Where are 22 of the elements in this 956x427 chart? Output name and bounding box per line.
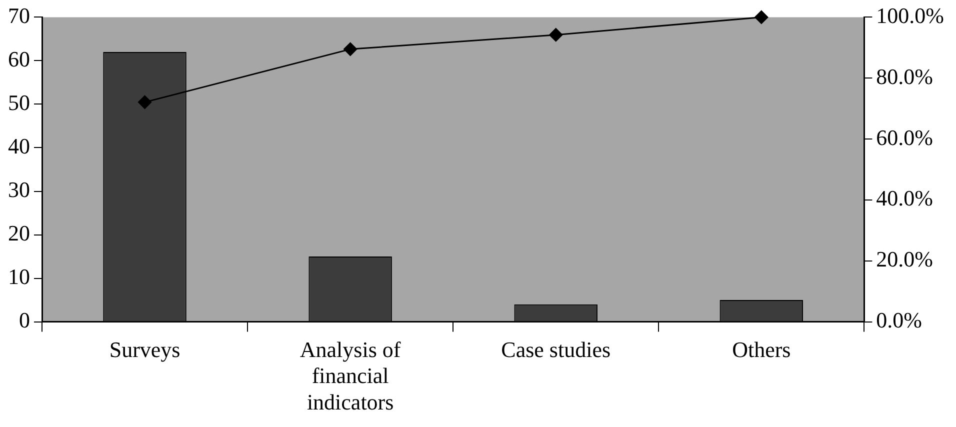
point — [549, 28, 563, 42]
y2-tick-label: 60.0% — [876, 124, 933, 150]
point — [138, 95, 152, 109]
point — [754, 10, 768, 24]
x-tick-label: Analysis of financial indicators — [300, 336, 402, 415]
y-tick-label: 60 — [8, 46, 30, 72]
x-tick-label: Others — [732, 336, 791, 362]
y-tick-label: 50 — [8, 90, 30, 116]
y-tick-label: 10 — [8, 264, 30, 290]
y-tick-label: 0 — [19, 308, 30, 333]
x-tick-label: Surveys — [109, 336, 180, 362]
y-tick-label: 70 — [8, 2, 30, 28]
y-tick-label: 30 — [8, 177, 30, 202]
y2-tick-label: 20.0% — [876, 246, 933, 272]
y2-tick-label: 0.0% — [876, 308, 922, 333]
y-tick-label: 40 — [8, 134, 30, 159]
x-tick-label: Case studies — [501, 336, 611, 362]
y2-tick-label: 100.0% — [876, 2, 944, 28]
y2-tick-label: 80.0% — [876, 64, 933, 89]
point — [344, 42, 358, 56]
y2-tick-label: 40.0% — [876, 186, 933, 211]
y-tick-label: 20 — [8, 220, 30, 246]
